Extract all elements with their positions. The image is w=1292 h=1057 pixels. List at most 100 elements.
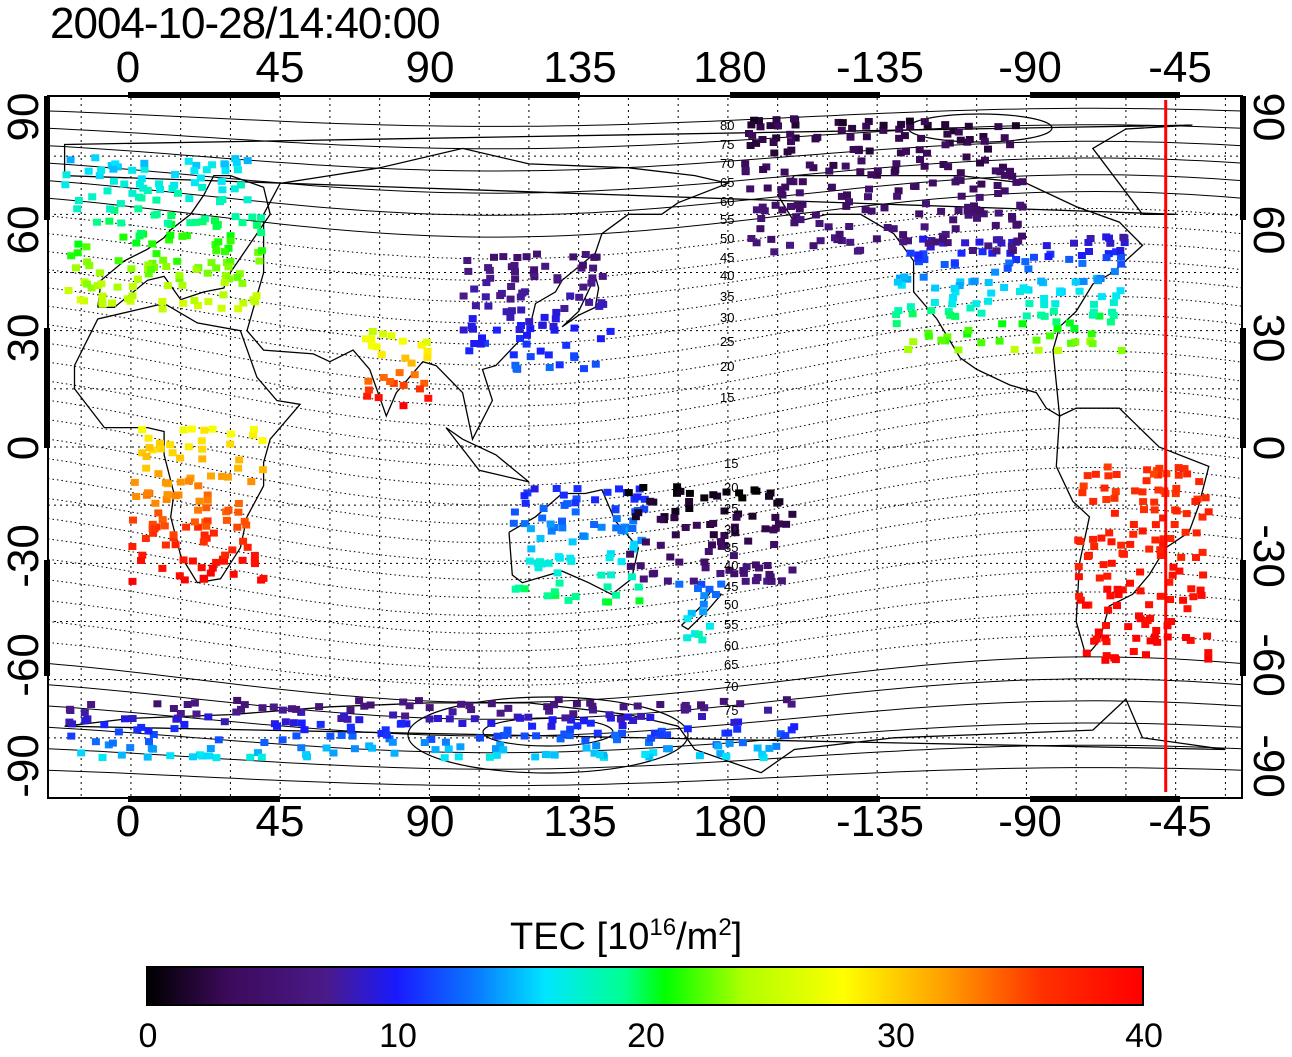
tec-cell	[964, 203, 973, 211]
lon-label-top: -45	[1148, 43, 1212, 92]
tec-cell	[770, 149, 779, 157]
tec-cell	[173, 714, 182, 722]
tec-cell	[154, 470, 163, 478]
tec-cell	[1153, 638, 1162, 646]
tec-cell	[763, 184, 772, 192]
tec-cell	[504, 704, 513, 712]
tec-cell	[144, 727, 153, 735]
tec-cell	[98, 292, 107, 300]
tec-cell	[364, 377, 373, 385]
tec-cell	[566, 292, 575, 300]
tec-cell	[374, 394, 383, 402]
tec-cell	[939, 239, 948, 247]
tec-cell	[113, 283, 122, 291]
tec-cell	[777, 577, 786, 585]
tec-cell	[98, 298, 107, 306]
tec-cell	[756, 225, 765, 233]
tec-cell	[67, 732, 76, 740]
tec-cell	[717, 538, 725, 546]
tec-cell	[570, 352, 579, 360]
tec-cell	[611, 506, 620, 514]
tec-cell	[590, 749, 599, 757]
tec-cell	[158, 516, 167, 524]
tec-cell	[362, 335, 370, 343]
tec-cell	[931, 238, 940, 246]
tec-cell	[753, 744, 762, 752]
tec-cell	[492, 745, 500, 753]
tec-cell	[236, 181, 245, 189]
tec-cell	[604, 598, 612, 606]
tec-cell	[616, 715, 625, 723]
tec-cell	[717, 580, 726, 588]
tec-cell	[1149, 470, 1158, 478]
tec-cell	[258, 437, 267, 445]
tec-cell	[906, 249, 915, 257]
tec-cell	[395, 369, 404, 377]
tec-cell	[746, 142, 755, 149]
tec-cell	[133, 275, 142, 283]
tec-cell	[1204, 508, 1213, 516]
tec-cell	[204, 298, 213, 306]
tec-cell	[1110, 268, 1119, 276]
contour-label: 75	[724, 703, 738, 718]
tec-cell	[84, 167, 93, 175]
tec-cell	[848, 124, 857, 132]
tec-cell	[764, 706, 772, 714]
tec-cell	[222, 516, 231, 524]
tec-cell	[1001, 171, 1010, 179]
tec-cell	[1154, 486, 1163, 494]
tec-cell	[166, 231, 175, 239]
tec-cell	[919, 250, 928, 258]
colorbar-tick: 10	[379, 1017, 417, 1055]
tec-cell	[546, 520, 555, 528]
tec-cell	[892, 160, 901, 168]
tec-cell	[720, 532, 729, 539]
tec-cell	[1159, 541, 1168, 549]
tec-cell	[386, 378, 395, 385]
tec-cell	[941, 121, 950, 129]
tec-cell	[905, 117, 914, 125]
tec-cell	[772, 742, 781, 750]
tec-cell	[240, 517, 249, 525]
tec-cell	[300, 726, 309, 734]
tec-cell	[167, 212, 176, 219]
tec-cell	[269, 703, 278, 711]
tec-cell	[562, 341, 571, 349]
tec-cell	[487, 700, 496, 708]
tec-cell	[765, 492, 773, 500]
tec-cell	[984, 297, 993, 305]
tec-cell	[987, 289, 996, 297]
tec-cell	[530, 485, 539, 493]
tec-cell	[302, 751, 311, 759]
tec-cell	[176, 454, 185, 462]
tec-cell	[946, 311, 955, 319]
tec-cell	[919, 273, 928, 281]
tec-cell	[772, 116, 781, 124]
tec-cell	[970, 277, 979, 285]
contour-line	[47, 722, 1243, 754]
tec-cell	[996, 168, 1005, 176]
tec-cell	[1088, 340, 1097, 348]
tec-cell	[786, 241, 794, 249]
tec-cell	[360, 702, 369, 710]
tec-cell	[402, 720, 411, 728]
tec-cell	[699, 600, 708, 608]
tec-cell	[666, 553, 675, 561]
tec-cell	[545, 707, 554, 715]
tec-cell	[544, 351, 553, 359]
tec-cell	[202, 534, 211, 542]
tec-cell	[372, 343, 381, 351]
tec-cell	[924, 332, 933, 340]
tec-cell	[218, 472, 227, 480]
tec-cell	[953, 176, 962, 184]
tec-cell	[558, 524, 567, 532]
tec-cell	[493, 732, 502, 740]
tec-cell	[816, 237, 825, 245]
tec-cell	[520, 492, 529, 500]
tec-cell	[1116, 287, 1125, 295]
tec-cell	[920, 256, 929, 264]
tec-cell	[1111, 488, 1120, 496]
tec-cell	[1189, 593, 1198, 601]
tec-cell	[647, 734, 656, 742]
tec-cell	[547, 527, 556, 535]
